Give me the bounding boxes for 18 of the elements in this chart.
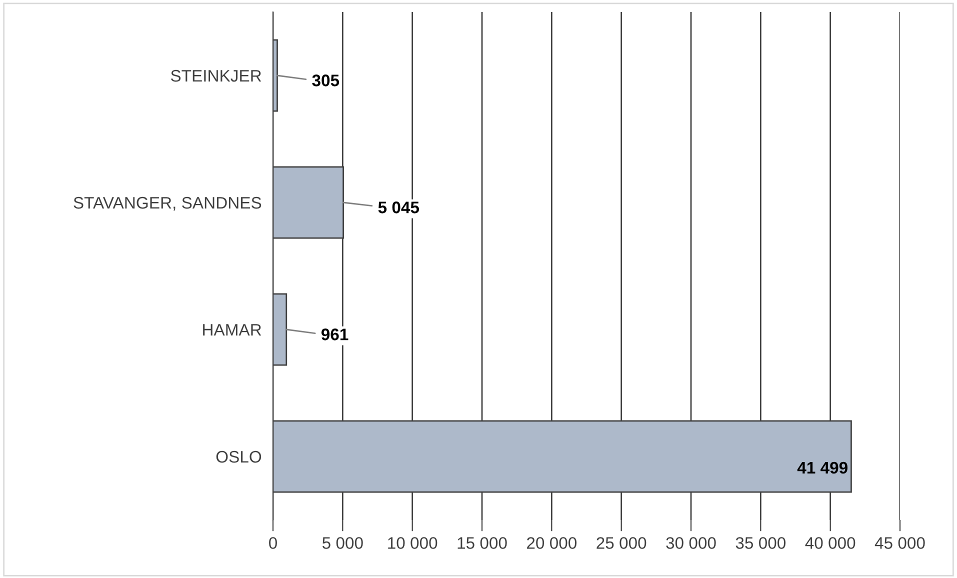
y-tick-label: STAVANGER, SANDNES: [74, 196, 262, 211]
x-tick-label: 40 000: [805, 537, 856, 549]
y-tick-label: STEINKJER: [170, 70, 262, 82]
y-tick-label: OSLO: [216, 450, 262, 463]
x-tick-label: 25 000: [596, 537, 646, 549]
x-tick-label: 15 000: [458, 537, 507, 549]
data-label: 41 499: [797, 462, 848, 474]
data-label: 961: [321, 328, 348, 340]
x-tick-label: 0: [269, 537, 277, 549]
x-tick-label: 35 000: [736, 537, 786, 549]
x-tick-label: 5 000: [322, 537, 363, 549]
x-tick-label: 45 000: [874, 537, 925, 549]
x-tick-label: 30 000: [666, 537, 716, 549]
y-tick-label: HAMAR: [203, 324, 262, 336]
data-label: 305: [312, 74, 340, 86]
data-label: 5 045: [378, 202, 420, 214]
x-tick-label: 20 000: [527, 537, 577, 549]
x-tick-label: 10 000: [388, 537, 438, 549]
